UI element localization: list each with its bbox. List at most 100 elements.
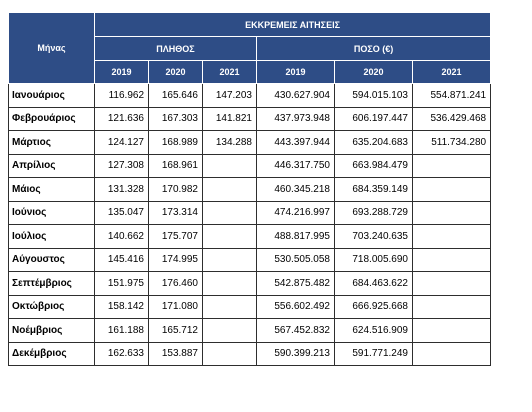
count-2020-cell: 165.712 bbox=[148, 318, 203, 343]
count-2021-cell bbox=[202, 200, 257, 225]
amount-2020-cell: 635.204.683 bbox=[334, 130, 413, 155]
amount-2019-cell: 446.317.750 bbox=[256, 153, 335, 178]
count-2019-cell: 127.308 bbox=[94, 153, 149, 178]
amount-year-2019-header: 2019 bbox=[256, 60, 335, 84]
amount-2020-cell: 684.359.149 bbox=[334, 177, 413, 202]
count-2021-cell: 134.288 bbox=[202, 130, 257, 155]
month-cell: Δεκέμβριος bbox=[8, 341, 95, 366]
amount-2020-cell: 666.925.668 bbox=[334, 294, 413, 319]
count-2021-cell: 141.821 bbox=[202, 106, 257, 131]
month-cell: Αύγουστος bbox=[8, 247, 95, 272]
month-cell: Φεβρουάριος bbox=[8, 106, 95, 131]
count-2019-cell: 140.662 bbox=[94, 224, 149, 249]
month-cell: Ιανουάριος bbox=[8, 83, 95, 108]
count-2019-cell: 158.142 bbox=[94, 294, 149, 319]
amount-2021-cell: 536.429.468 bbox=[411, 106, 492, 131]
count-2020-cell: 176.460 bbox=[148, 271, 203, 296]
count-2021-cell: 147.203 bbox=[202, 83, 257, 108]
count-2021-cell bbox=[202, 153, 257, 178]
month-cell: Ιούνιος bbox=[8, 200, 95, 225]
count-2019-cell: 151.975 bbox=[94, 271, 149, 296]
table-row: Ιανουάριος 116.962 165.646 147.203 430.627.9… bbox=[8, 83, 492, 108]
count-2021-cell bbox=[202, 271, 257, 296]
amount-2020-cell: 624.516.909 bbox=[334, 318, 413, 343]
count-2020-cell: 170.982 bbox=[148, 177, 203, 202]
count-2019-cell: 116.962 bbox=[94, 83, 149, 108]
amount-2020-cell: 718.005.690 bbox=[334, 247, 413, 272]
amount-2019-cell: 430.627.904 bbox=[256, 83, 335, 108]
amount-2019-cell: 542.875.482 bbox=[256, 271, 335, 296]
table-row: Φεβρουάριος 121.636 167.303 141.821 437.973.… bbox=[8, 106, 492, 131]
table-body: Ιανουάριος 116.962 165.646 147.203 430.627.9… bbox=[8, 83, 492, 366]
table-row: Μάρτιος 124.127 168.989 134.288 443.397.944 6… bbox=[8, 130, 492, 155]
table-row: Ιούλιος 140.662 175.707 488.817.995 703.240.… bbox=[8, 224, 492, 249]
table-row: Ιούνιος 135.047 173.314 474.216.997 693.288.… bbox=[8, 200, 492, 225]
count-2020-cell: 173.314 bbox=[148, 200, 203, 225]
table-row: Δεκέμβριος 162.633 153.887 590.399.213 591.7… bbox=[8, 341, 492, 366]
amount-2020-cell: 693.288.729 bbox=[334, 200, 413, 225]
table-row: Αύγουστος 145.416 174.995 530.505.058 718.00… bbox=[8, 247, 492, 272]
month-cell: Σεπτέμβριος bbox=[8, 271, 95, 296]
amount-2019-cell: 567.452.832 bbox=[256, 318, 335, 343]
amount-2021-cell bbox=[411, 200, 492, 225]
amount-2020-cell: 594.015.103 bbox=[334, 83, 413, 108]
month-cell: Οκτώβριος bbox=[8, 294, 95, 319]
amount-2021-cell bbox=[411, 177, 492, 202]
table-row: Οκτώβριος 158.142 171.080 556.602.492 666.92… bbox=[8, 294, 492, 319]
amount-group-header: ΠΟΣΟ (€) bbox=[255, 36, 492, 61]
count-2019-cell: 145.416 bbox=[94, 247, 149, 272]
amount-2021-cell: 554.871.241 bbox=[411, 83, 492, 108]
count-2021-cell bbox=[202, 341, 257, 366]
month-cell: Μάρτιος bbox=[8, 130, 95, 155]
amount-year-2021-header: 2021 bbox=[411, 60, 492, 84]
count-2020-cell: 153.887 bbox=[148, 341, 203, 366]
month-column-header: Μήνας bbox=[8, 12, 95, 84]
amount-2021-cell: 511.734.280 bbox=[411, 130, 492, 155]
amount-2021-cell bbox=[411, 153, 492, 178]
amount-2019-cell: 443.397.944 bbox=[256, 130, 335, 155]
month-cell: Νοέμβριος bbox=[8, 318, 95, 343]
amount-2020-cell: 591.771.249 bbox=[334, 341, 413, 366]
amount-2021-cell bbox=[411, 224, 492, 249]
count-2020-cell: 168.989 bbox=[148, 130, 203, 155]
count-2019-cell: 121.636 bbox=[94, 106, 149, 131]
table-row: Μάιος 131.328 170.982 460.345.218 684.359.14… bbox=[8, 177, 492, 202]
count-2020-cell: 174.995 bbox=[148, 247, 203, 272]
count-2019-cell: 124.127 bbox=[94, 130, 149, 155]
count-year-2020-header: 2020 bbox=[148, 60, 203, 84]
amount-2021-cell bbox=[411, 294, 492, 319]
count-2021-cell bbox=[202, 247, 257, 272]
amount-2021-cell bbox=[411, 271, 492, 296]
count-2020-cell: 168.961 bbox=[148, 153, 203, 178]
count-year-2021-header: 2021 bbox=[202, 60, 257, 84]
count-year-2019-header: 2019 bbox=[94, 60, 149, 84]
amount-2021-cell bbox=[411, 247, 492, 272]
table-row: Απρίλιος 127.308 168.961 446.317.750 663.984… bbox=[8, 153, 492, 178]
table-row: Νοέμβριος 161.188 165.712 567.452.832 624.51… bbox=[8, 318, 492, 343]
count-2019-cell: 131.328 bbox=[94, 177, 149, 202]
count-2020-cell: 167.303 bbox=[148, 106, 203, 131]
amount-2019-cell: 556.602.492 bbox=[256, 294, 335, 319]
amount-2019-cell: 590.399.213 bbox=[256, 341, 335, 366]
amount-2019-cell: 474.216.997 bbox=[256, 200, 335, 225]
count-group-header: ΠΛΗΘΟΣ bbox=[94, 36, 257, 61]
count-2020-cell: 171.080 bbox=[148, 294, 203, 319]
count-2021-cell bbox=[202, 224, 257, 249]
table-row: Σεπτέμβριος 151.975 176.460 542.875.482 684.… bbox=[8, 271, 492, 296]
amount-2021-cell bbox=[411, 318, 492, 343]
count-2019-cell: 162.633 bbox=[94, 341, 149, 366]
amount-2019-cell: 530.505.058 bbox=[256, 247, 335, 272]
month-cell: Μάιος bbox=[8, 177, 95, 202]
amount-2019-cell: 460.345.218 bbox=[256, 177, 335, 202]
amount-2019-cell: 437.973.948 bbox=[256, 106, 335, 131]
amount-year-2020-header: 2020 bbox=[334, 60, 413, 84]
amount-2020-cell: 663.984.479 bbox=[334, 153, 413, 178]
count-2021-cell bbox=[202, 318, 257, 343]
amount-2020-cell: 703.240.635 bbox=[334, 224, 413, 249]
amount-2019-cell: 488.817.995 bbox=[256, 224, 335, 249]
amount-2021-cell bbox=[411, 341, 492, 366]
count-2019-cell: 135.047 bbox=[94, 200, 149, 225]
month-cell: Ιούλιος bbox=[8, 224, 95, 249]
amount-2020-cell: 606.197.447 bbox=[334, 106, 413, 131]
pending-applications-header: ΕΚΚΡΕΜΕΙΣ ΑΙΤΗΣΕΙΣ bbox=[93, 12, 492, 37]
